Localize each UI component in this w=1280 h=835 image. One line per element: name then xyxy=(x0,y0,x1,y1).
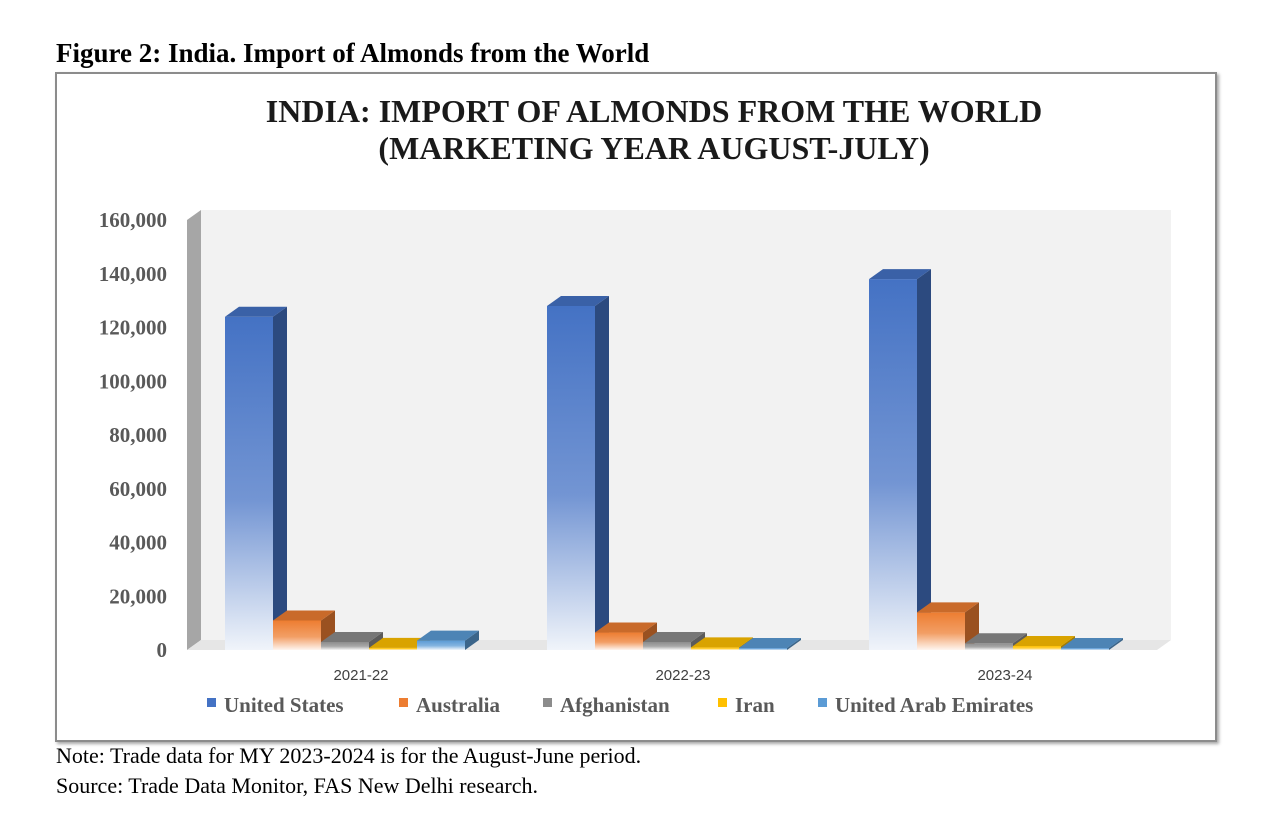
bar-side xyxy=(465,630,479,650)
y-tick-label: 40,000 xyxy=(109,531,167,555)
figure-caption: Figure 2: India. Import of Almonds from … xyxy=(56,38,650,68)
bar-front xyxy=(1013,645,1061,650)
bar-top xyxy=(739,638,801,648)
bar-front xyxy=(225,316,273,650)
bar xyxy=(225,306,287,650)
legend-item: United States xyxy=(207,693,344,717)
bar-front xyxy=(369,647,417,650)
bar-top xyxy=(917,602,979,613)
bar-top xyxy=(595,622,657,633)
legend-label: United Arab Emirates xyxy=(835,693,1033,717)
legend-item: United Arab Emirates xyxy=(818,693,1033,717)
bar-side xyxy=(917,269,931,650)
x-tick-label: 2021-22 xyxy=(333,667,388,684)
bar xyxy=(869,269,931,650)
legend-label: United States xyxy=(224,693,344,717)
legend-label: Australia xyxy=(416,693,501,717)
bar xyxy=(273,610,335,650)
bar xyxy=(739,638,801,650)
legend-label: Iran xyxy=(735,693,775,717)
bar-side xyxy=(787,638,801,650)
bar-front xyxy=(547,306,595,650)
source-text: Source: Trade Data Monitor, FAS New Delh… xyxy=(56,773,539,798)
bar-top xyxy=(1061,638,1123,648)
legend-swatch xyxy=(543,698,552,707)
bar-side xyxy=(595,296,609,650)
chart-title-line: INDIA: IMPORT OF ALMONDS FROM THE WORLD xyxy=(266,93,1042,129)
bar-top xyxy=(417,630,479,641)
bar xyxy=(417,630,479,650)
bar-top xyxy=(369,637,431,648)
bar xyxy=(547,296,609,650)
note-text: Note: Trade data for MY 2023-2024 is for… xyxy=(56,743,642,768)
legend-item: Iran xyxy=(718,693,775,717)
bar-front xyxy=(739,648,787,650)
legend-label: Afghanistan xyxy=(560,693,670,717)
bar-front xyxy=(321,641,369,650)
bar-top xyxy=(547,296,609,306)
bar-front xyxy=(273,620,321,650)
legend-swatch xyxy=(818,698,827,707)
legend-item: Afghanistan xyxy=(543,693,670,717)
bar-top xyxy=(225,306,287,317)
almond-import-chart: INDIA: IMPORT OF ALMONDS FROM THE WORLD(… xyxy=(99,93,1171,717)
bar-top xyxy=(643,631,705,642)
legend-swatch xyxy=(207,698,216,707)
plot-back-wall xyxy=(201,210,1171,640)
x-tick-label: 2023-24 xyxy=(977,667,1032,684)
plot-side-wall xyxy=(187,210,201,650)
chart-title-line: (MARKETING YEAR AUGUST-JULY) xyxy=(378,130,929,166)
bar-top xyxy=(321,631,383,642)
bar-side xyxy=(273,306,287,650)
legend-swatch xyxy=(399,698,408,707)
y-tick-label: 0 xyxy=(157,638,168,662)
bar-front xyxy=(917,612,965,650)
bar-side xyxy=(1109,638,1123,650)
bar-front xyxy=(643,641,691,650)
bar-top xyxy=(691,637,753,648)
bar-front xyxy=(691,647,739,650)
y-tick-label: 80,000 xyxy=(109,423,167,447)
bar-top xyxy=(273,610,335,621)
bar xyxy=(1061,638,1123,650)
y-tick-label: 160,000 xyxy=(99,208,167,232)
y-tick-label: 20,000 xyxy=(109,584,167,608)
bar-top xyxy=(965,633,1027,644)
y-tick-label: 100,000 xyxy=(99,369,167,393)
x-tick-label: 2022-23 xyxy=(655,667,710,684)
bar-front xyxy=(595,632,643,650)
y-tick-label: 140,000 xyxy=(99,262,167,286)
bar-front xyxy=(965,643,1013,650)
bar-top xyxy=(869,269,931,280)
bar-front xyxy=(869,279,917,650)
bar xyxy=(595,622,657,650)
legend-swatch xyxy=(718,698,727,707)
bar-front xyxy=(417,640,465,650)
y-tick-label: 120,000 xyxy=(99,316,167,340)
bar-front xyxy=(1061,648,1109,650)
bar-top xyxy=(1013,635,1075,646)
legend-item: Australia xyxy=(399,693,501,717)
y-tick-label: 60,000 xyxy=(109,477,167,501)
